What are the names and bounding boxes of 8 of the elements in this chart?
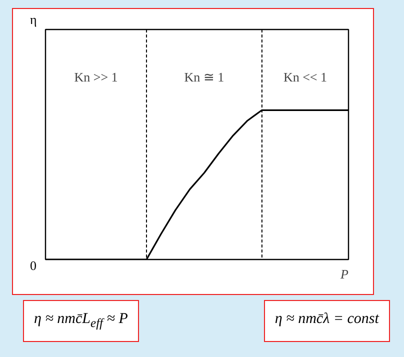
text: Kn >> 1 [74, 70, 118, 84]
text: η [30, 11, 37, 29]
text: Kn ≅ 1 [184, 70, 224, 84]
x-axis-title: P [340, 266, 349, 282]
text: η ≈ nmc̄λ = const [274, 310, 379, 329]
text: 0 [30, 257, 36, 275]
text: Kn << 1 [283, 70, 327, 84]
text: η ≈ nmc̄L$_{eff}$ ≈ P [34, 310, 128, 332]
